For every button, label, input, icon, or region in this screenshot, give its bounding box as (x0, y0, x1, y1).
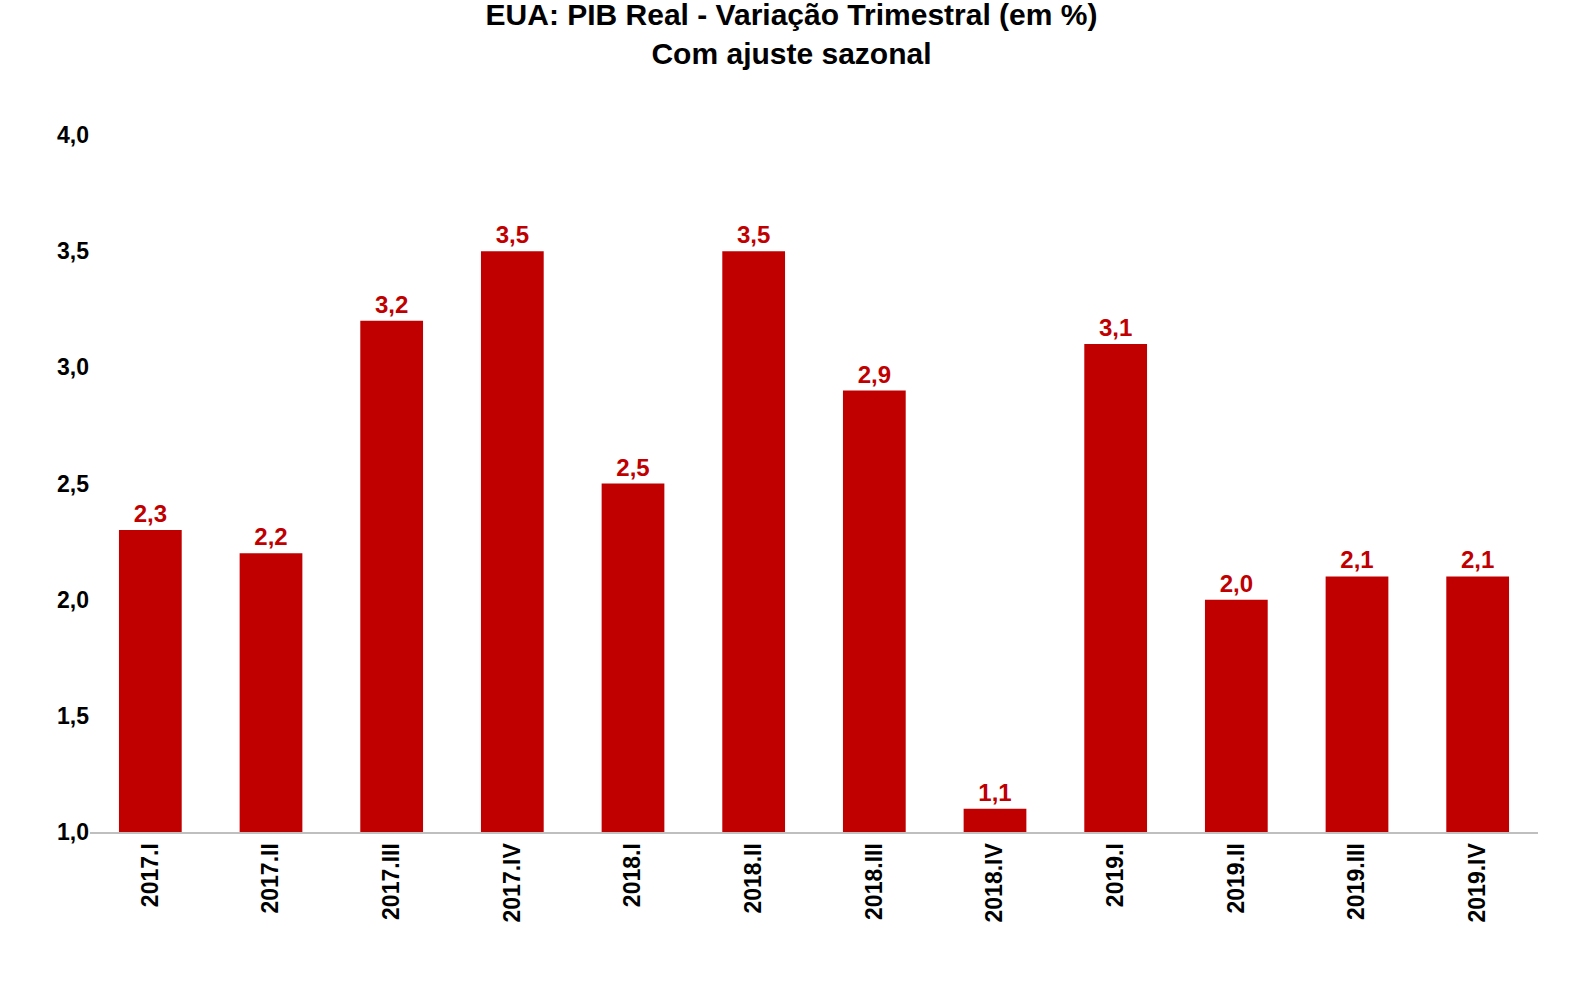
svg-text:2019.I: 2019.I (1102, 843, 1128, 907)
svg-text:EUA: PIB Real - Variação Trime: EUA: PIB Real - Variação Trimestral (em … (486, 0, 1098, 70)
svg-text:4,0: 4,0 (57, 122, 89, 148)
svg-text:2,3: 2,3 (134, 500, 167, 527)
svg-text:3,5: 3,5 (737, 221, 770, 248)
svg-text:2018.IV: 2018.IV (981, 843, 1007, 923)
svg-text:3,5: 3,5 (57, 238, 89, 264)
svg-text:2019.II: 2019.II (1223, 843, 1249, 913)
svg-text:2017.III: 2017.III (378, 843, 404, 920)
svg-text:1,1: 1,1 (978, 779, 1011, 806)
svg-text:2,1: 2,1 (1461, 546, 1494, 573)
svg-text:2,2: 2,2 (254, 523, 287, 550)
svg-text:3,2: 3,2 (375, 291, 408, 318)
svg-text:2019.IV: 2019.IV (1464, 843, 1490, 923)
svg-text:3,5: 3,5 (496, 221, 529, 248)
svg-text:2,0: 2,0 (1220, 570, 1253, 597)
svg-text:3,0: 3,0 (57, 354, 89, 380)
svg-text:3,1: 3,1 (1099, 314, 1132, 341)
svg-text:2,5: 2,5 (57, 471, 89, 497)
svg-text:1,5: 1,5 (57, 703, 89, 729)
svg-text:2018.III: 2018.III (861, 843, 887, 920)
svg-text:2018.I: 2018.I (619, 843, 645, 907)
svg-text:2017.I: 2017.I (137, 843, 163, 907)
svg-text:2,9: 2,9 (858, 361, 891, 388)
svg-text:2019.III: 2019.III (1343, 843, 1369, 920)
svg-text:2,5: 2,5 (616, 454, 649, 481)
svg-text:2017.IV: 2017.IV (499, 843, 525, 923)
svg-text:2,1: 2,1 (1340, 546, 1373, 573)
svg-text:1,0: 1,0 (57, 819, 89, 845)
svg-text:2,0: 2,0 (57, 587, 89, 613)
svg-text:2018.II: 2018.II (740, 843, 766, 913)
svg-text:2017.II: 2017.II (257, 843, 283, 913)
